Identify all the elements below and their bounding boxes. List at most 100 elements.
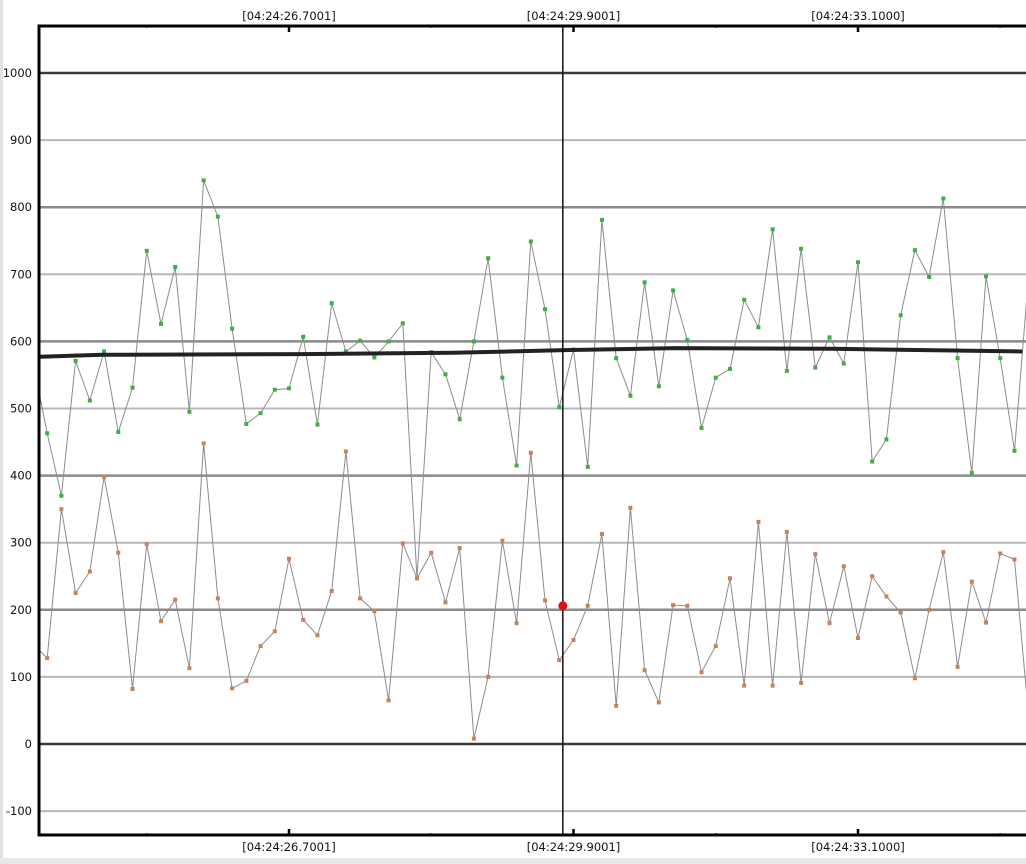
series-lower-point — [642, 668, 647, 673]
series-lower-point — [372, 609, 377, 614]
series-upper-point — [272, 387, 277, 392]
series-lower-point — [301, 617, 306, 622]
series-lower-point — [130, 686, 135, 691]
series-upper-point — [400, 321, 405, 326]
series-upper-point — [87, 398, 92, 403]
series-lower-point — [201, 441, 206, 446]
y-tick-label: 500 — [10, 402, 32, 416]
series-upper-point — [984, 274, 989, 279]
series-upper-point — [315, 422, 320, 427]
series-lower-point — [429, 550, 434, 555]
series-upper-point — [187, 409, 192, 414]
series-upper-point — [1012, 448, 1017, 453]
y-tick-label: 600 — [10, 334, 32, 348]
series-lower-point — [969, 579, 974, 584]
plot-background — [38, 25, 1026, 836]
series-lower-point — [187, 666, 192, 671]
series-upper-point — [286, 386, 291, 391]
x-tick-label-top: [04:24:33.1000] — [811, 9, 905, 23]
y-axis-labels: -100 0 100 200 300 400 500 600 700 800 900 1000 — [3, 66, 32, 818]
series-upper-point — [841, 361, 846, 366]
series-upper-point — [756, 325, 761, 330]
series-upper-point — [543, 307, 548, 312]
series-lower-point — [770, 683, 775, 688]
series-lower-point — [756, 519, 761, 524]
window-bottom-edge — [0, 858, 1026, 864]
series-upper-point — [671, 288, 676, 293]
series-upper-point — [31, 360, 35, 364]
series-lower-point — [514, 621, 519, 626]
series-lower-point — [571, 637, 576, 642]
y-tick-label: 1000 — [3, 66, 32, 80]
series-lower-point — [685, 603, 690, 608]
series-lower-point — [59, 507, 64, 512]
series-lower-point — [955, 664, 960, 669]
series-lower-point — [742, 683, 747, 688]
series-upper-point — [158, 321, 163, 326]
series-lower-point — [457, 546, 462, 551]
series-upper-point — [514, 463, 519, 468]
series-lower-point — [343, 449, 348, 454]
y-tick-label: 200 — [10, 603, 32, 617]
series-upper-point — [713, 375, 718, 380]
series-lower-point — [984, 620, 989, 625]
series-upper-point — [685, 338, 690, 343]
series-lower-point — [73, 591, 78, 596]
x-tick-label-bottom: [04:24:33.1000] — [811, 840, 905, 854]
series-lower-point — [415, 576, 420, 581]
series-upper-point — [528, 239, 533, 244]
y-tick-label: 900 — [10, 133, 32, 147]
series-upper-point — [343, 349, 348, 354]
series-lower-point — [671, 603, 676, 608]
series-upper-point — [770, 227, 775, 232]
series-upper-point — [443, 372, 448, 377]
series-upper-point — [201, 178, 206, 183]
plot-frame — [37, 24, 1026, 837]
series-lower-point — [1012, 557, 1017, 562]
series-upper-point — [969, 470, 974, 475]
y-tick-label: 300 — [10, 536, 32, 550]
series-upper-point — [998, 356, 1003, 361]
series-upper-point — [386, 339, 391, 344]
series-upper-point — [244, 421, 249, 426]
series-upper-point — [329, 301, 334, 306]
series-lower-point — [500, 538, 505, 543]
series-upper-point — [628, 393, 633, 398]
series-lower-point — [486, 674, 491, 679]
series-upper-point — [955, 356, 960, 361]
series-lower-point — [244, 678, 249, 683]
series-upper-point — [699, 425, 704, 430]
series-upper-point — [827, 335, 832, 340]
series-upper-point — [301, 334, 306, 339]
series-lower-point — [102, 474, 107, 479]
series-lower-point — [713, 644, 718, 649]
y-tick-label: 800 — [10, 200, 32, 214]
cursor-layer — [558, 25, 568, 836]
y-tick-label: 700 — [10, 267, 32, 281]
series-upper-point — [585, 464, 590, 469]
series-upper-point — [656, 384, 661, 389]
series-upper-point — [813, 365, 818, 370]
series-lower-point — [386, 698, 391, 703]
series-upper-point — [642, 280, 647, 285]
y-tick-label: 0 — [25, 737, 32, 751]
series-lower-point — [784, 529, 789, 534]
series-lower-point — [471, 736, 476, 741]
series-lower-point — [358, 596, 363, 601]
series-upper-point — [173, 264, 178, 269]
series-lower-point — [173, 597, 178, 602]
series-lower-point — [144, 542, 149, 547]
series-lower-point — [699, 670, 704, 675]
series-upper-point — [144, 248, 149, 253]
series-upper-point — [614, 356, 619, 361]
series-lower-point — [286, 556, 291, 561]
series-lower-point — [116, 550, 121, 555]
series-average-line — [40, 346, 1023, 359]
series-lower-point — [528, 450, 533, 455]
series-lower-point — [727, 576, 732, 581]
series-upper-point — [73, 358, 78, 363]
series-lower-point — [941, 550, 946, 555]
series-lower-point — [884, 594, 889, 599]
series-upper-point — [912, 248, 917, 253]
